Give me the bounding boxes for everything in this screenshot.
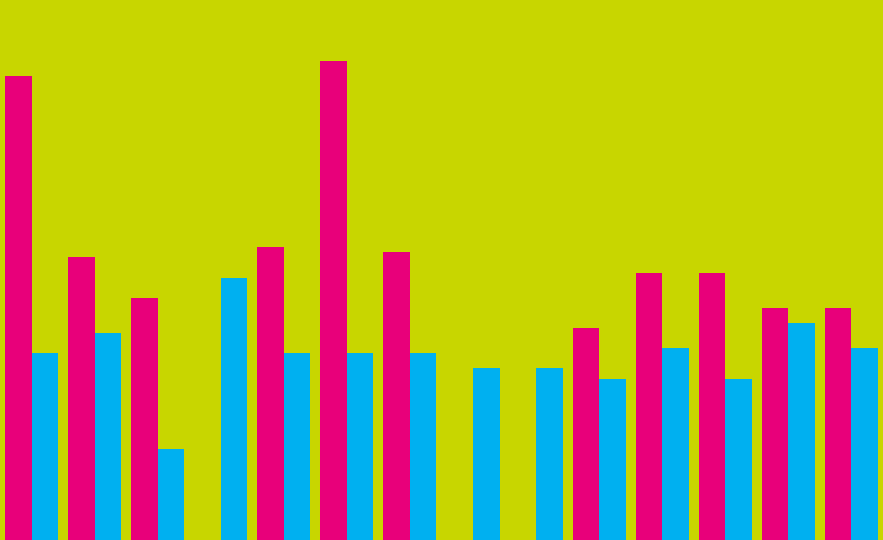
- Bar: [94, 333, 121, 540]
- Bar: [158, 449, 185, 540]
- Bar: [321, 60, 347, 540]
- Bar: [762, 308, 789, 540]
- Bar: [851, 348, 878, 540]
- Bar: [636, 273, 662, 540]
- Bar: [410, 353, 436, 540]
- Bar: [600, 379, 626, 540]
- Bar: [573, 328, 600, 540]
- Bar: [789, 323, 815, 540]
- Bar: [32, 353, 58, 540]
- Bar: [383, 252, 410, 540]
- Bar: [662, 348, 689, 540]
- Bar: [473, 368, 500, 540]
- Bar: [257, 247, 283, 540]
- Bar: [536, 368, 562, 540]
- Bar: [825, 308, 851, 540]
- Bar: [221, 278, 247, 540]
- Bar: [68, 258, 94, 540]
- Bar: [347, 353, 374, 540]
- Bar: [698, 273, 725, 540]
- Bar: [132, 298, 158, 540]
- Bar: [283, 353, 310, 540]
- Bar: [5, 76, 32, 540]
- Bar: [725, 379, 751, 540]
